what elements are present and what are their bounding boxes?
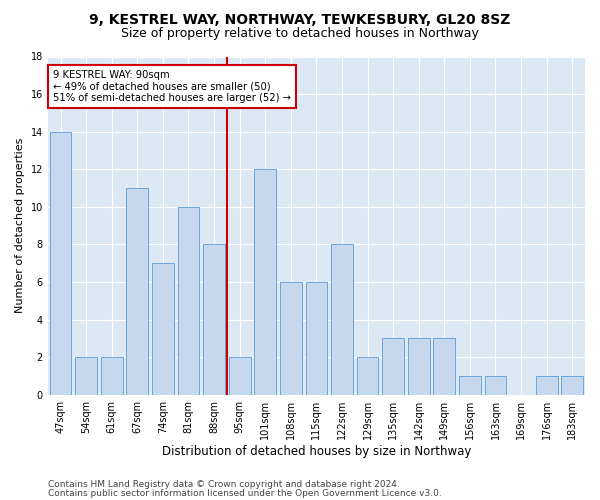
Bar — [101, 357, 122, 395]
Bar — [485, 376, 506, 394]
Text: Contains public sector information licensed under the Open Government Licence v3: Contains public sector information licen… — [48, 488, 442, 498]
Bar — [433, 338, 455, 394]
Bar — [356, 357, 379, 395]
Bar — [152, 263, 174, 394]
Bar — [50, 132, 71, 394]
Bar — [382, 338, 404, 394]
Y-axis label: Number of detached properties: Number of detached properties — [15, 138, 25, 314]
Bar — [203, 244, 225, 394]
Bar — [408, 338, 430, 394]
Bar — [459, 376, 481, 394]
Bar — [178, 207, 199, 394]
Text: Contains HM Land Registry data © Crown copyright and database right 2024.: Contains HM Land Registry data © Crown c… — [48, 480, 400, 489]
Bar — [331, 244, 353, 394]
X-axis label: Distribution of detached houses by size in Northway: Distribution of detached houses by size … — [162, 444, 471, 458]
Bar — [536, 376, 557, 394]
Bar — [280, 282, 302, 395]
Text: Size of property relative to detached houses in Northway: Size of property relative to detached ho… — [121, 28, 479, 40]
Bar — [562, 376, 583, 394]
Bar — [127, 188, 148, 394]
Text: 9 KESTREL WAY: 90sqm
← 49% of detached houses are smaller (50)
51% of semi-detac: 9 KESTREL WAY: 90sqm ← 49% of detached h… — [53, 70, 291, 103]
Text: 9, KESTREL WAY, NORTHWAY, TEWKESBURY, GL20 8SZ: 9, KESTREL WAY, NORTHWAY, TEWKESBURY, GL… — [89, 12, 511, 26]
Bar — [305, 282, 327, 395]
Bar — [254, 169, 276, 394]
Bar — [229, 357, 251, 395]
Bar — [75, 357, 97, 395]
